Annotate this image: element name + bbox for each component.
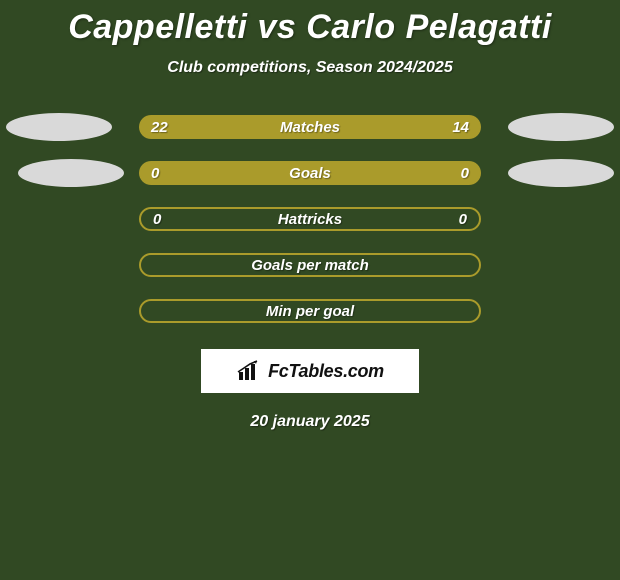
chart-icon: [236, 360, 262, 382]
stat-bar: Min per goal: [139, 299, 481, 323]
page-title: Cappelletti vs Carlo Pelagatti: [0, 8, 620, 47]
stat-rows: Matches 22 14 Goals 0 0 Hattricks 0 0 Goals per m…: [0, 115, 620, 323]
stat-bar: Goals 0 0: [139, 161, 481, 185]
stat-label: Hattricks: [278, 211, 342, 228]
stat-value-right: 14: [452, 119, 469, 136]
stat-value-left: 0: [153, 211, 161, 228]
stat-label: Goals per match: [251, 257, 369, 274]
player-left-marker: [6, 113, 112, 141]
stat-row: Goals 0 0: [0, 161, 620, 185]
date-label: 20 january 2025: [0, 413, 620, 431]
subtitle: Club competitions, Season 2024/2025: [0, 59, 620, 77]
player-left-marker: [18, 159, 124, 187]
player-right-marker: [508, 159, 614, 187]
stat-label: Min per goal: [266, 303, 354, 320]
stats-card: Cappelletti vs Carlo Pelagatti Club comp…: [0, 0, 620, 431]
stat-value-right: 0: [459, 211, 467, 228]
stat-bar: Goals per match: [139, 253, 481, 277]
stat-value-right: 0: [461, 165, 469, 182]
stat-value-left: 22: [151, 119, 168, 136]
stat-bar: Hattricks 0 0: [139, 207, 481, 231]
stat-label: Matches: [280, 119, 340, 136]
stat-row: Hattricks 0 0: [0, 207, 620, 231]
stat-value-left: 0: [151, 165, 159, 182]
player-right-marker: [508, 113, 614, 141]
stat-bar: Matches 22 14: [139, 115, 481, 139]
stat-row: Matches 22 14: [0, 115, 620, 139]
stat-label: Goals: [289, 165, 331, 182]
stat-row: Min per goal: [0, 299, 620, 323]
logo-box[interactable]: FcTables.com: [201, 349, 419, 393]
stat-row: Goals per match: [0, 253, 620, 277]
logo-text: FcTables.com: [268, 361, 384, 382]
